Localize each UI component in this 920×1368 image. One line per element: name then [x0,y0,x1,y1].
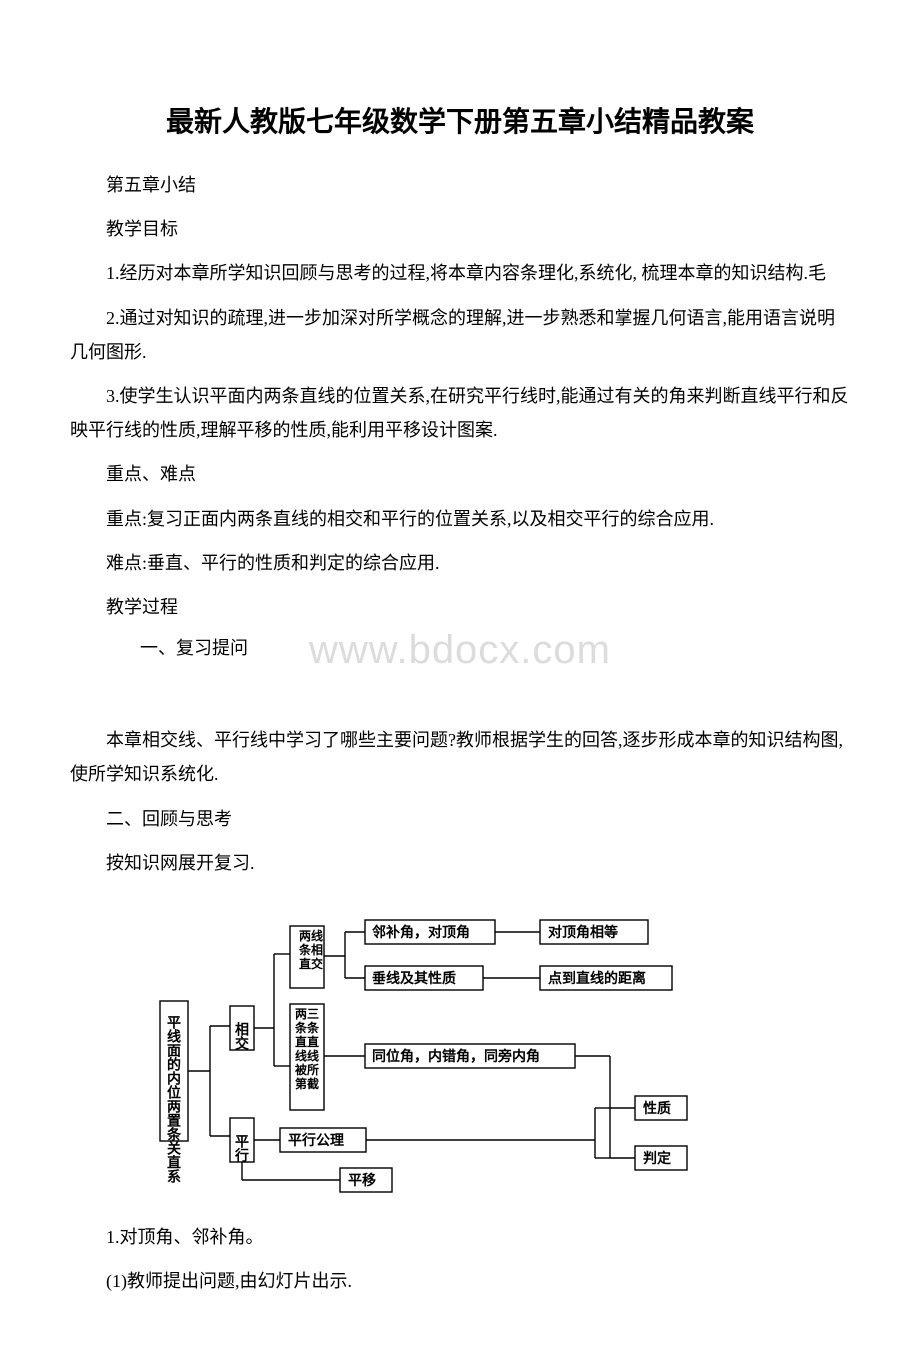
paragraph: 二、回顾与思考 [70,802,850,836]
svg-text:判定: 判定 [643,1150,671,1166]
paragraph: 第五章小结 [70,168,850,202]
svg-text:线线: 线线 [295,1048,319,1063]
paragraph: 教学过程 [70,590,850,624]
svg-text:邻补角，对顶角: 邻补角，对顶角 [372,924,470,940]
paragraph: 1.经历对本章所学知识回顾与思考的过程,将本章内容条理化,系统化, 梳理本章的知… [70,256,850,290]
paragraph: 按知识网展开复习. [70,846,850,880]
svg-text:条条: 条条 [294,1020,320,1035]
svg-text:平行: 平行 [234,1134,250,1163]
svg-text:性质: 性质 [643,1100,671,1116]
svg-text:直交: 直交 [299,956,323,971]
watermark: www.bdocx.com 一、复习提问 [70,628,850,673]
svg-text:直直: 直直 [295,1034,319,1049]
paragraph: 教学目标 [70,212,850,246]
svg-text:垂线及其性质: 垂线及其性质 [372,970,456,986]
document-page: 最新人教版七年级数学下册第五章小结精品教案 第五章小结 教学目标 1.经历对本章… [0,0,920,1368]
svg-text:平线面的内位两置条关直系: 平线面的内位两置条关直系 [166,1015,182,1184]
svg-text:平移: 平移 [348,1172,376,1188]
diagram-svg: 平线面的内位两置条关直系 相交 平行 两线 条相 直交 两三 [140,896,780,1196]
paragraph: (1)教师提出问题,由幻灯片出示. [70,1264,850,1298]
paragraph [70,679,850,713]
svg-text:条相: 条相 [298,942,323,957]
paragraph: 重点、难点 [70,457,850,491]
svg-text:点到直线的距离: 点到直线的距离 [548,970,646,986]
paragraph: 难点:垂直、平行的性质和判定的综合应用. [70,546,850,580]
page-title: 最新人教版七年级数学下册第五章小结精品教案 [70,100,850,140]
paragraph: 本章相交线、平行线中学习了哪些主要问题?教师根据学生的回答,逐步形成本章的知识结… [70,723,850,791]
svg-text:两线: 两线 [299,928,323,943]
svg-text:同位角，内错角，同旁内角: 同位角，内错角，同旁内角 [372,1048,540,1064]
svg-text:平行公理: 平行公理 [288,1132,344,1148]
paragraph: 重点:复习正面内两条直线的相交和平行的位置关系,以及相交平行的综合应用. [70,502,850,536]
svg-text:对顶角相等: 对顶角相等 [548,924,618,940]
svg-text:两三: 两三 [295,1007,319,1021]
svg-text:相交: 相交 [234,1021,250,1051]
svg-text:第截: 第截 [295,1076,319,1091]
watermark-text: www.bdocx.com [309,628,611,672]
paragraph: 一、复习提问 [140,634,248,660]
paragraph: 3.使学生认识平面内两条直线的位置关系,在研究平行线时,能通过有关的角来判断直线… [70,379,850,447]
concept-diagram: 平线面的内位两置条关直系 相交 平行 两线 条相 直交 两三 [70,896,850,1196]
paragraph: 1.对顶角、邻补角。 [70,1220,850,1254]
svg-text:被所: 被所 [295,1062,319,1077]
paragraph: 2.通过对知识的疏理,进一步加深对所学概念的理解,进一步熟悉和掌握几何语言,能用… [70,301,850,369]
